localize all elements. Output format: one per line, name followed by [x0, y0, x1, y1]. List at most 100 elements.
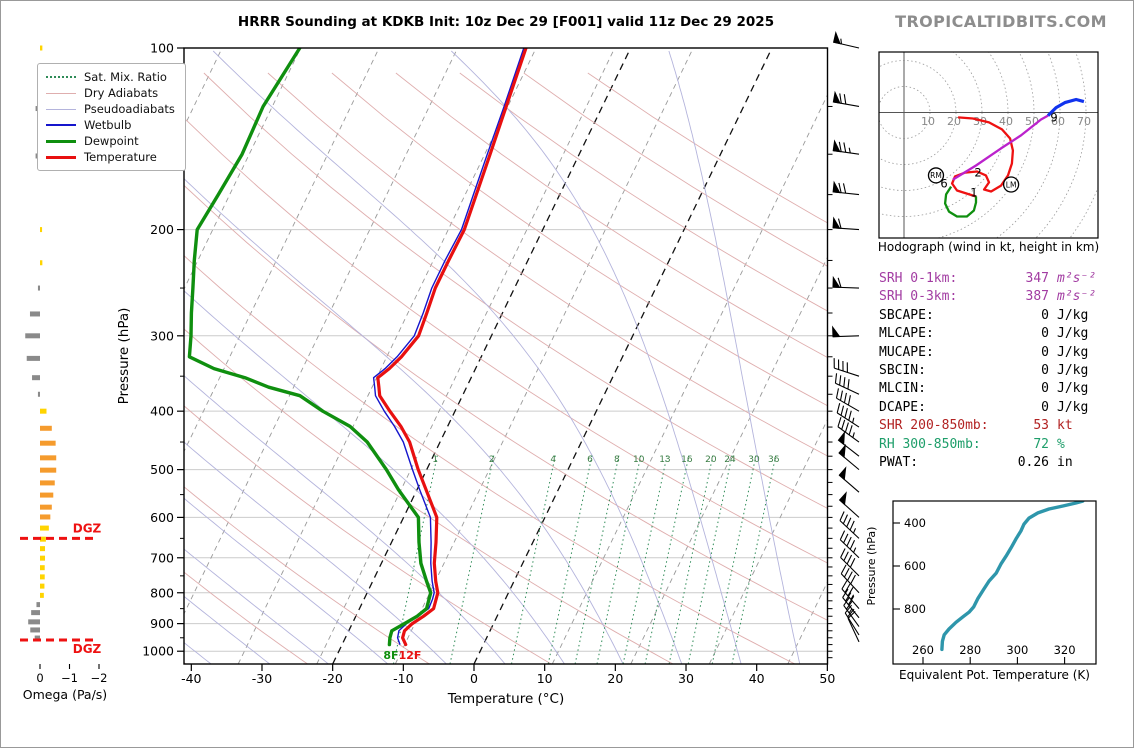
mixing-ratio-label: 24: [724, 455, 736, 465]
hodograph-trace-9km-up: [1046, 97, 1085, 117]
param-label: DCAPE:: [879, 399, 926, 415]
param-label: PWAT:: [879, 454, 919, 470]
sounding-curves: [187, 48, 528, 647]
param-row: DCAPE: 0 J/kg: [879, 399, 1096, 417]
param-unit: in: [1057, 454, 1073, 470]
hodograph-ring-label: 60: [1051, 115, 1065, 128]
wetbulb-curve: [372, 48, 525, 645]
wind-barb: [832, 90, 860, 107]
hodograph-trace-6-9km: [952, 114, 1049, 181]
omega-bar-ascent: [40, 546, 46, 552]
omega-bar-ascent: [40, 583, 45, 589]
wind-barb: [842, 588, 860, 619]
theta-e-temp-tick: 260: [912, 643, 934, 657]
omega-bar-ascent: [40, 467, 57, 473]
theta-e-pressure-tick: 800: [904, 602, 926, 616]
omega-bar-descent: [34, 635, 40, 641]
mixing-ratio-label: 10: [633, 455, 645, 465]
legend-label: Sat. Mix. Ratio: [84, 70, 167, 84]
param-unit: J/kg: [1057, 344, 1089, 360]
omega-bar-descent: [26, 355, 40, 361]
hodograph-caption: Hodograph (wind in kt, height in km): [878, 240, 1099, 254]
mixing-ratio-label: 30: [748, 455, 760, 465]
wind-barb: [832, 325, 860, 338]
omega-bar-ascent: [40, 260, 43, 266]
legend-line-sample: [46, 76, 76, 78]
hodograph-height-label: 2: [974, 166, 981, 180]
omega-bar-ascent: [40, 525, 49, 531]
param-unit: J/kg: [1057, 362, 1089, 378]
wind-barb: [843, 596, 860, 627]
param-unit: kt: [1057, 418, 1073, 434]
theta-e-panel: 400 600 800 260 280 300 320 Equivalent Pot. Tem…: [865, 500, 1097, 682]
param-label: SBCIN:: [879, 362, 926, 378]
wind-barb: [833, 31, 860, 49]
hodograph-ring-label: 20: [947, 115, 961, 128]
omega-bar-ascent: [40, 408, 47, 414]
wind-barb: [835, 388, 860, 412]
legend-item: Temperature: [46, 149, 175, 165]
omega-bar-ascent: [40, 45, 43, 51]
theta-e-pressure-tick: 600: [904, 559, 926, 573]
wind-barb: [832, 275, 860, 289]
hodograph-trace-1-6km: [950, 116, 1015, 198]
theta-e-temp-tick: 280: [959, 643, 981, 657]
pressure-tick-label: 1000: [142, 644, 174, 659]
param-label: MLCAPE:: [879, 326, 934, 342]
mixing-ratio-label: 36: [768, 455, 780, 465]
storm-motion-label: RM: [930, 171, 942, 180]
temperature-tick-label: 40: [749, 671, 765, 686]
param-value: 0: [1041, 344, 1049, 360]
param-value: 347: [1025, 271, 1049, 286]
omega-tick-label: −2: [91, 671, 108, 685]
wind-barb: [838, 443, 860, 471]
omega-bar-ascent: [40, 455, 57, 461]
hodograph-trace-0-1km: [943, 185, 978, 218]
legend-label: Dry Adiabats: [84, 86, 159, 100]
wind-barb: [844, 604, 860, 636]
temperature-tick-label: 30: [678, 671, 694, 686]
theta-e-temp-tick: 300: [1006, 643, 1028, 657]
mixing-ratio-label: 16: [681, 455, 693, 465]
wind-barb: [832, 139, 860, 155]
param-label: RH 300-850mb:: [879, 436, 981, 452]
legend-label: Temperature: [84, 150, 157, 164]
param-row: MLCAPE: 0 J/kg: [879, 325, 1096, 343]
param-label: SBCAPE:: [879, 307, 934, 323]
skewt-x-axis-title: Temperature (°C): [447, 691, 565, 707]
param-value: 0: [1041, 362, 1049, 378]
omega-bar-ascent: [40, 425, 52, 431]
wind-barb: [840, 564, 860, 594]
hodograph-ring-label: 70: [1077, 115, 1091, 128]
omega-axis-title: Omega (Pa/s): [23, 687, 107, 702]
omega-bar-descent: [37, 285, 40, 291]
legend-label: Wetbulb: [84, 118, 132, 132]
wind-barb: [840, 548, 860, 577]
pressure-tick-label: 600: [150, 510, 174, 525]
param-row: RH 300-850mb: 72%: [879, 436, 1096, 454]
wind-barb: [841, 580, 860, 610]
param-value: 0: [1041, 399, 1049, 415]
omega-bar-ascent: [40, 565, 45, 571]
wind-barb: [839, 530, 860, 559]
skewt-y-axis-title: Pressure (hPa): [116, 308, 132, 405]
wind-barb: [838, 491, 860, 518]
param-label: MUCAPE:: [879, 344, 934, 360]
hodograph-height-label: 9: [1050, 110, 1057, 124]
param-row: SBCIN: 0 J/kg: [879, 362, 1096, 380]
param-value: 0: [1041, 381, 1049, 397]
site-watermark: TROPICALTIDBITS.COM: [895, 12, 1107, 31]
param-value: 0: [1041, 326, 1049, 342]
pressure-tick-label: 900: [150, 616, 174, 631]
omega-bar-ascent: [40, 555, 46, 561]
temperature-tick-label: -30: [252, 671, 272, 686]
omega-bar-ascent: [40, 536, 46, 542]
hodograph-height-label: 6: [940, 176, 947, 190]
dgz-label: DGZ: [73, 521, 102, 535]
temperature-tick-label: -20: [322, 671, 342, 686]
param-unit: m²s⁻²: [1057, 289, 1097, 305]
omega-tick-label: 0: [36, 671, 43, 685]
omega-panel: 0 −1 −2 Omega (Pa/s) DGZ DGZ: [20, 45, 108, 702]
